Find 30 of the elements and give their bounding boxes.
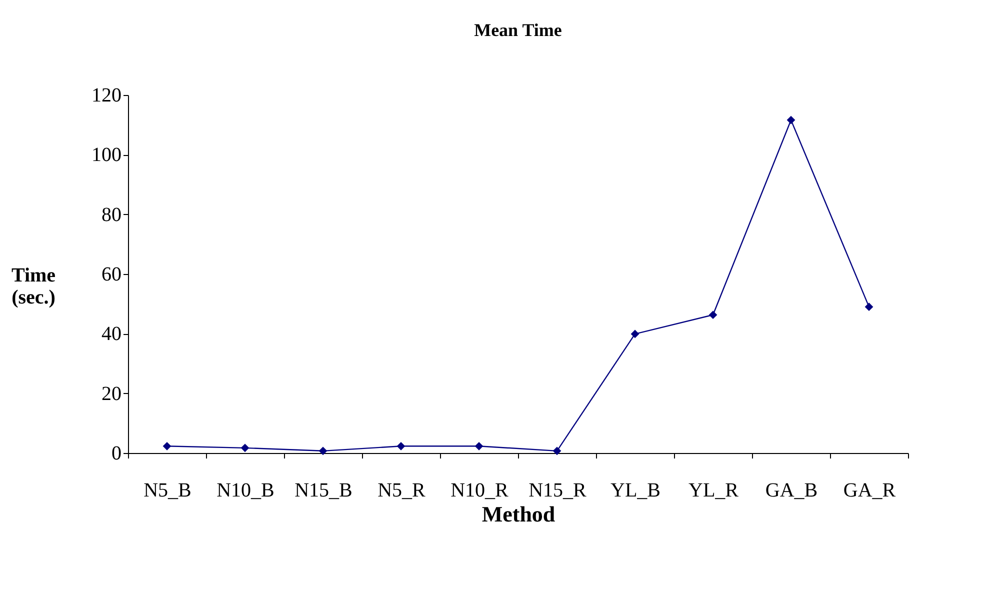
y-tick-label: 40	[102, 323, 122, 346]
y-tick-label: 100	[92, 144, 122, 166]
point	[474, 442, 484, 450]
y-axis-title: Time (sec.)	[11, 264, 56, 308]
x-tick-label: N15_B	[294, 480, 352, 502]
point	[708, 310, 718, 320]
chart-title: Mean Time	[474, 20, 562, 40]
x-tick-label: N5_B	[144, 480, 192, 502]
y-tick-label: 20	[102, 382, 122, 405]
y-tick-label: 120	[92, 84, 122, 106]
point	[630, 330, 640, 338]
point	[552, 446, 562, 456]
y-tick-label: 60	[102, 264, 122, 286]
point	[240, 444, 250, 452]
point	[786, 116, 796, 124]
x-axis-title: Method	[482, 502, 556, 526]
x-tick-label: YL_B	[610, 480, 660, 502]
x-tick-label: N10_B	[216, 480, 274, 502]
point	[318, 446, 328, 456]
x-tick-label: GA_R	[843, 480, 896, 502]
x-tick-label: YL_R	[688, 480, 740, 502]
point	[396, 442, 406, 450]
point	[864, 302, 874, 311]
x-tick-label: N15_R	[528, 480, 588, 502]
x-tick-label: N5_R	[378, 480, 426, 502]
y-tick-label: 0	[112, 442, 122, 464]
x-tick-label: GA_B	[765, 480, 818, 502]
y-tick-label: 80	[102, 204, 122, 226]
point	[162, 442, 172, 450]
x-tick-label: N10_R	[450, 480, 510, 502]
